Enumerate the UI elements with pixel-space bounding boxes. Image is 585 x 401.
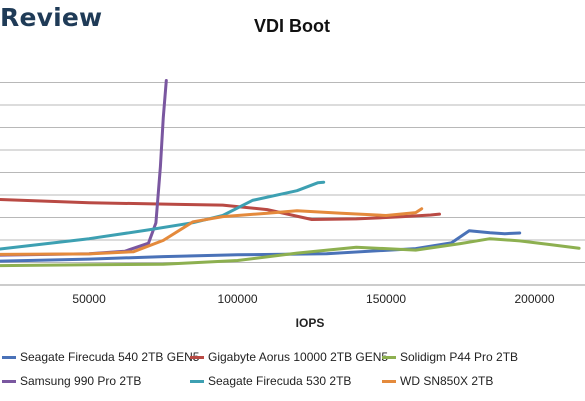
legend-label: Samsung 990 Pro 2TB xyxy=(20,374,142,388)
x-tick-label: 100000 xyxy=(218,292,258,306)
brand-logo: Review xyxy=(0,3,103,32)
series-line-4 xyxy=(0,79,168,257)
line-chart: VDI Boot 50000 100000 150000 200000 IOPS xyxy=(0,16,585,330)
legend-swatch xyxy=(2,379,16,383)
series-line-5 xyxy=(0,180,326,251)
legend-swatch xyxy=(190,379,204,383)
x-tick-label: 200000 xyxy=(514,292,554,306)
legend-label: Seagate Firecuda 530 2TB xyxy=(208,374,352,388)
legend-swatch xyxy=(382,355,396,359)
legend-item: WD SN850X 2TB xyxy=(382,374,493,388)
legend-label: Seagate Firecuda 540 2TB GEN5 xyxy=(20,350,200,364)
series-line-6 xyxy=(0,207,424,256)
legend-item: Seagate Firecuda 530 2TB xyxy=(190,374,351,388)
legend-swatch xyxy=(382,379,396,383)
series-lines xyxy=(0,79,581,268)
legend-item: Solidigm P44 Pro 2TB xyxy=(382,350,518,364)
series-line-3 xyxy=(0,237,581,268)
chart-title: VDI Boot xyxy=(254,16,330,36)
legend-swatch xyxy=(190,355,204,359)
chart-legend: Seagate Firecuda 540 2TB GEN5 Gigabyte Ao… xyxy=(0,344,585,400)
legend-item: Seagate Firecuda 540 2TB GEN5 xyxy=(2,350,199,364)
x-axis-title: IOPS xyxy=(296,316,325,330)
legend-swatch xyxy=(2,355,16,359)
legend-label: Solidigm P44 Pro 2TB xyxy=(400,350,519,364)
x-axis-tick-labels: 50000 100000 150000 200000 xyxy=(72,292,554,306)
legend-item: Gigabyte Aorus 10000 2TB GEN5 xyxy=(190,350,388,364)
legend-item: Samsung 990 Pro 2TB xyxy=(2,374,141,388)
legend-label: Gigabyte Aorus 10000 2TB GEN5 xyxy=(208,350,389,364)
gridlines xyxy=(0,82,585,286)
x-tick-label: 150000 xyxy=(366,292,406,306)
legend-label: WD SN850X 2TB xyxy=(400,374,494,388)
x-tick-label: 50000 xyxy=(72,292,106,306)
series-line-2 xyxy=(0,198,441,221)
